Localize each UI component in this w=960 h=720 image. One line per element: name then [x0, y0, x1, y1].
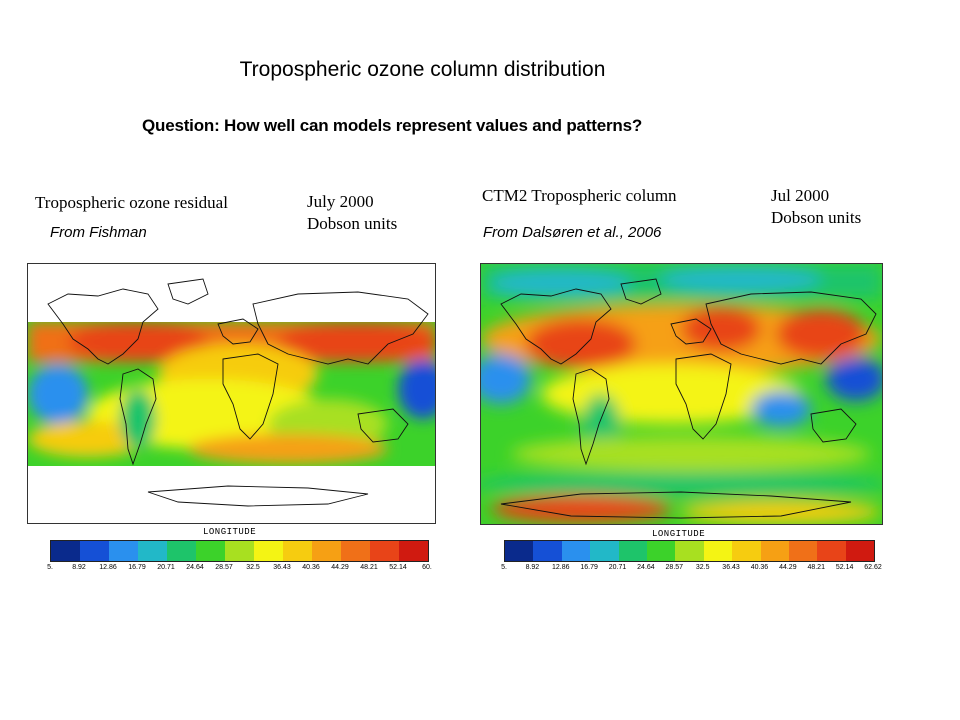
- right-colorbar: [504, 540, 875, 562]
- right-colorbar-swatch: [618, 541, 647, 561]
- right-colorbar-tick: 20.71: [608, 564, 627, 571]
- right-axis-label: LONGITUDE: [652, 529, 706, 539]
- left-colorbar-swatch: [51, 541, 80, 561]
- right-colorbar-swatch: [788, 541, 818, 561]
- left-colorbar-ticks: 5. 8.92 12.86 16.79 20.71 24.64 28.57 32.5 36.43…: [47, 564, 432, 574]
- right-colorbar-tick: 40.36: [750, 564, 769, 571]
- left-date-line1: July 2000: [307, 192, 374, 211]
- right-colorbar-tick: 48.21: [807, 564, 825, 571]
- left-colorbar-tick: 24.64: [186, 564, 204, 571]
- right-ozone-map: [480, 263, 883, 525]
- right-colorbar-swatch: [561, 541, 591, 561]
- question-text: Question: How well can models represent …: [142, 116, 643, 135]
- left-colorbar-tick: 36.43: [273, 564, 291, 571]
- right-colorbar-tick: 28.57: [665, 564, 684, 571]
- right-colorbar-tick: 16.79: [580, 564, 598, 571]
- left-colorbar-swatch: [341, 541, 370, 561]
- left-colorbar: [50, 540, 429, 562]
- left-colorbar-swatch: [370, 541, 399, 561]
- slide-title: Tropospheric ozone column distribution: [239, 58, 606, 81]
- right-date-line2: Dobson units: [771, 208, 862, 227]
- left-colorbar-tick: 8.92: [72, 564, 86, 571]
- left-colorbar-swatch: [283, 541, 312, 561]
- right-map-date: Jul 2000 Dobson units: [771, 185, 861, 229]
- right-colorbar-swatch: [590, 541, 619, 561]
- right-colorbar-tick: 52.14: [835, 564, 854, 571]
- right-colorbar-swatch: [505, 541, 534, 561]
- right-colorbar-tick: 24.64: [637, 564, 655, 571]
- left-colorbar-tick: 44.29: [331, 564, 349, 571]
- right-colorbar-tick: 5.: [501, 564, 507, 571]
- right-map-title: CTM2 Tropospheric column: [482, 186, 677, 205]
- left-colorbar-swatch: [167, 541, 196, 561]
- left-colorbar-swatch: [80, 541, 109, 561]
- left-colorbar-swatch: [109, 541, 138, 561]
- left-ozone-map: [27, 263, 436, 524]
- left-colorbar-tick: 52.14: [389, 564, 407, 571]
- left-source: From Fishman: [50, 224, 147, 241]
- left-colorbar-tick: 40.36: [302, 564, 320, 571]
- left-colorbar-swatch: [225, 541, 254, 561]
- left-colorbar-swatch: [312, 541, 341, 561]
- left-colorbar-tick: 48.21: [360, 564, 378, 571]
- left-colorbar-tick: 16.79: [128, 564, 146, 571]
- right-colorbar-swatch: [817, 541, 846, 561]
- right-colorbar-swatch: [732, 541, 761, 561]
- right-colorbar-tick: 44.29: [779, 564, 797, 571]
- right-colorbar-swatch: [533, 541, 562, 561]
- right-colorbar-tick: 12.86: [552, 564, 570, 571]
- left-colorbar-swatch: [138, 541, 167, 561]
- right-colorbar-swatch: [703, 541, 733, 561]
- left-map-date: July 2000 Dobson units: [307, 191, 397, 235]
- left-date-line2: Dobson units: [307, 214, 398, 233]
- right-colorbar-tick: 36.43: [722, 564, 740, 571]
- right-colorbar-tick: 8.92: [525, 564, 540, 571]
- right-colorbar-swatch: [646, 541, 676, 561]
- left-colorbar-swatch: [196, 541, 225, 561]
- right-colorbar-tick: 62.62: [864, 564, 882, 571]
- left-colorbar-tick: 12.86: [99, 564, 117, 571]
- left-map-title: Tropospheric ozone residual: [35, 193, 228, 212]
- right-colorbar-tick: 32.5: [695, 564, 710, 571]
- right-colorbar-swatch: [675, 541, 704, 561]
- left-colorbar-tick: 32.5: [246, 564, 260, 571]
- right-colorbar-ticks: 5. 8.92 12.86 16.79 20.71 24.64 28.57 32.5 36.43…: [501, 564, 882, 574]
- left-colorbar-tick: 5.: [47, 564, 53, 571]
- left-colorbar-tick: 20.71: [157, 564, 175, 571]
- left-colorbar-tick: 28.57: [215, 564, 233, 571]
- left-colorbar-tick: 60.: [422, 564, 432, 571]
- right-source: From Dalsøren et al., 2006: [483, 224, 662, 241]
- left-colorbar-swatch: [399, 541, 428, 561]
- left-axis-label: LONGITUDE: [203, 527, 257, 537]
- left-colorbar-swatch: [254, 541, 283, 561]
- right-colorbar-swatch: [845, 541, 875, 561]
- right-date-line1: Jul 2000: [771, 186, 830, 205]
- right-colorbar-swatch: [760, 541, 789, 561]
